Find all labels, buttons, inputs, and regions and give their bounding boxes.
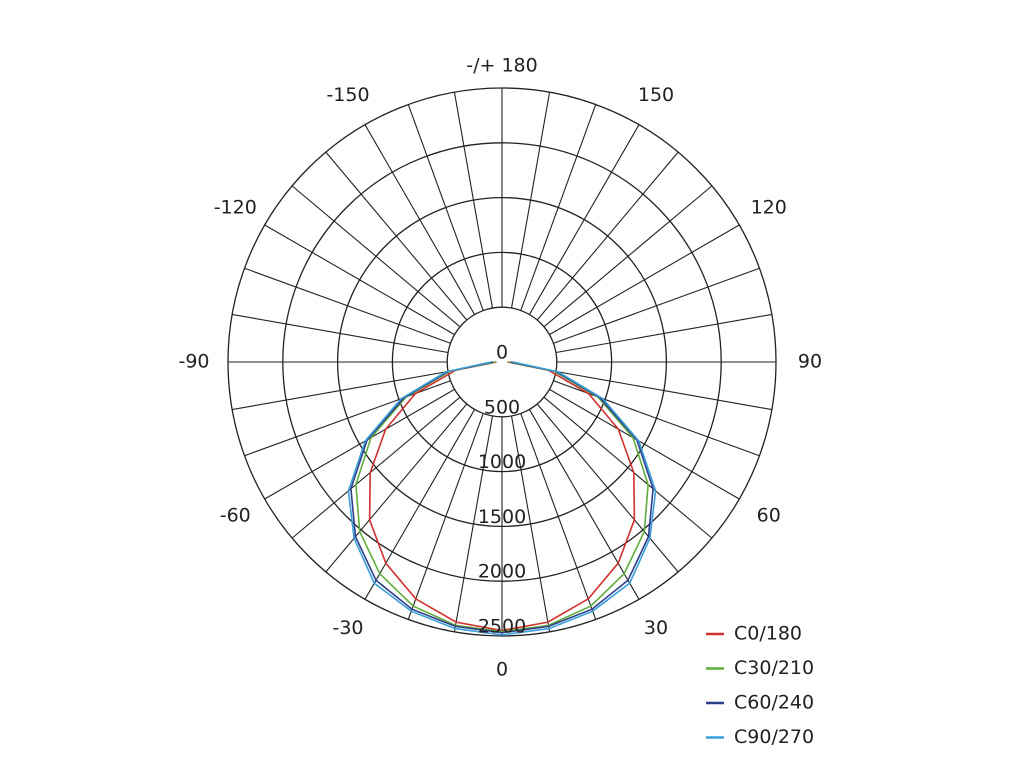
intensity-curve	[347, 361, 657, 636]
radial-grid-ring	[282, 142, 722, 582]
radial-tick-label: 1500	[478, 506, 526, 528]
angle-tick-label: 120	[751, 197, 787, 219]
angle-tick-label: 30	[644, 617, 668, 639]
radial-grid-ring	[227, 87, 777, 637]
radial-tick-label: 1000	[478, 451, 526, 473]
angle-tick-label: -60	[220, 505, 251, 527]
angle-tick-label: -120	[214, 197, 257, 219]
angle-tick-label: -/+ 180	[466, 55, 537, 77]
radial-tick-label: 0	[496, 342, 508, 364]
intensity-curve	[368, 361, 636, 632]
angle-tick-label: 150	[638, 84, 674, 106]
legend-label: C90/270	[734, 726, 814, 748]
angle-tick-label: -90	[178, 351, 209, 373]
angle-tick-label: 0	[496, 659, 508, 681]
legend-label: C60/240	[734, 692, 814, 714]
angle-tick-label: 90	[798, 351, 822, 373]
radial-tick-label: 2500	[478, 616, 526, 638]
angle-tick-label: -150	[326, 84, 369, 106]
radial-grid-ring	[446, 306, 558, 418]
legend-label: C30/210	[734, 657, 814, 679]
radial-grid-ring	[391, 251, 613, 473]
angle-tick-label: 60	[757, 505, 781, 527]
radial-tick-label: 2000	[478, 561, 526, 583]
angle-tick-label: -30	[332, 617, 363, 639]
intensity-curve	[355, 361, 649, 633]
legend-label: C0/180	[734, 623, 802, 645]
radial-tick-label: 500	[484, 396, 520, 418]
radial-grid-ring	[336, 196, 668, 528]
